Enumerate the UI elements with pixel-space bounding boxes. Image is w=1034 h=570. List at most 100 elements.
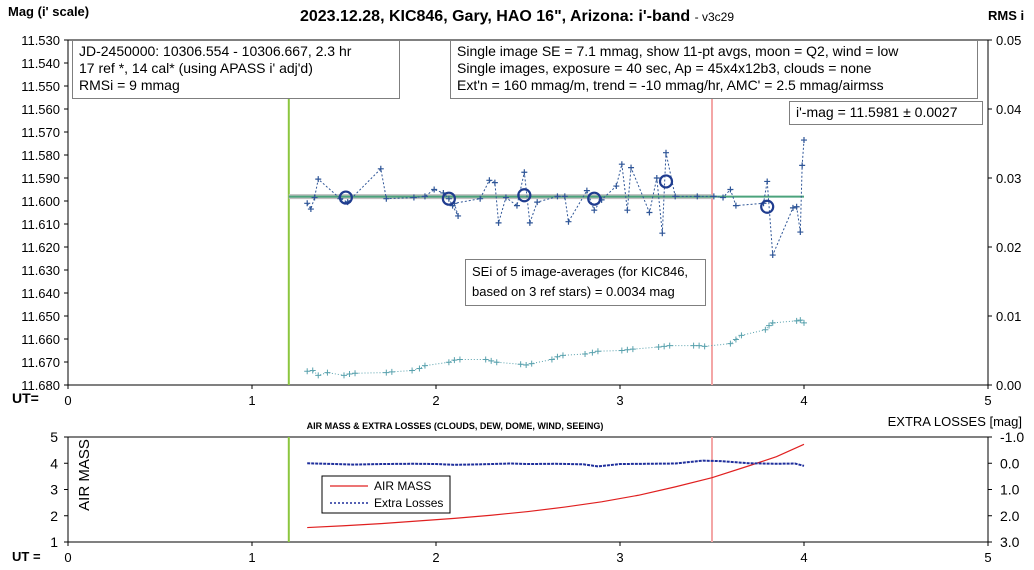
rms-point — [315, 372, 322, 379]
average-point — [760, 199, 775, 214]
photometry-point — [801, 137, 807, 144]
upper-y-tick-label: 11.640 — [21, 286, 60, 301]
upper-y-tick-label: 11.680 — [21, 378, 60, 393]
lower-y-tick-label: 2 — [50, 508, 58, 524]
photometry-point — [663, 149, 669, 156]
photometry-point — [304, 200, 311, 207]
lower-y2-tick-label: 2.0 — [1000, 508, 1020, 524]
lower-y-tick-label: 3 — [50, 482, 58, 498]
rms-point — [421, 362, 428, 369]
rms-point — [304, 368, 311, 375]
observation-info-box: Single image SE = 7.1 mmag, show 11-pt a… — [450, 40, 978, 99]
chart-title: 2023.12.28, KIC846, Gary, HAO 16", Arizo… — [0, 8, 1034, 26]
rms-point — [618, 347, 625, 354]
photometry-point — [789, 204, 796, 211]
chart-title-version: - v3c29 — [694, 10, 734, 24]
rms-point — [324, 369, 331, 376]
lower-y2-tick-label: 3.0 — [1000, 534, 1020, 550]
upper-y-tick-label: 11.620 — [21, 240, 60, 255]
extra-losses-line — [307, 459, 805, 468]
upper-y-tick-label: 11.570 — [21, 125, 60, 140]
rms-point — [582, 350, 589, 357]
photometry-point — [477, 195, 484, 202]
observation-info-line: Single images, exposure = 40 sec, Ap = 4… — [457, 60, 872, 76]
rms-point — [738, 332, 745, 339]
photometry-point — [710, 193, 717, 200]
mean-magnitude-text: i'-mag = 11.5981 ± 0.0027 — [796, 104, 958, 120]
photometry-point — [628, 164, 635, 171]
upper-y2-tick-label: 0.03 — [996, 171, 1021, 186]
rms-point — [346, 370, 353, 377]
rms-point — [352, 370, 359, 377]
upper-y-tick-label: 11.600 — [21, 194, 60, 209]
photometry-point — [410, 194, 417, 201]
run-info-line: JD-2450000: 10306.554 - 10306.667, 2.3 h… — [79, 43, 352, 59]
photometry-point — [431, 186, 438, 193]
photometry-point — [732, 202, 739, 209]
average-point — [658, 174, 674, 189]
upper-y2-tick-label: 0.05 — [996, 33, 1021, 48]
upper-x-axis-label: UT= — [12, 390, 39, 406]
photometry-point — [653, 175, 660, 181]
average-point — [338, 190, 353, 205]
rms-point — [762, 326, 769, 333]
upper-x-tick-label: 0 — [64, 393, 71, 408]
sei-info-line: SEi of 5 image-averages (for KIC846, — [472, 264, 689, 279]
photometry-point — [565, 218, 572, 225]
photometry-point — [793, 203, 800, 210]
photometry-point — [521, 169, 528, 176]
lower-y2-axis-label: EXTRA LOSSES [mag] — [888, 414, 1022, 429]
photometry-point — [311, 194, 318, 201]
rms-point — [727, 340, 734, 347]
rms-point — [548, 356, 555, 363]
average-point — [587, 191, 602, 206]
run-info-line: 17 ref *, 14 cal* (using APASS i' adj'd) — [79, 60, 313, 76]
photometry-point — [495, 219, 502, 226]
upper-plot-area: 11.530 11.540 11.550 11.560 11.570 11.580 11.5… — [21, 33, 1021, 408]
upper-x-tick-label: 2 — [432, 393, 439, 408]
lower-y-tick-label: 4 — [50, 455, 58, 471]
air-mass-line — [307, 443, 805, 529]
rms-point — [341, 372, 347, 379]
upper-y-tick-label: 11.550 — [21, 79, 60, 94]
rms-point — [409, 367, 416, 374]
sei-info-box: SEi of 5 image-averages (for KIC846, bas… — [465, 259, 706, 306]
average-point — [517, 188, 532, 203]
photometry-point — [561, 193, 568, 200]
photometry-point — [727, 186, 734, 193]
upper-y-tick-label: 11.660 — [21, 332, 60, 347]
lower-y-tick-label: 1 — [50, 534, 58, 550]
upper-y-tick-label: 11.670 — [21, 355, 60, 370]
photometry-point — [672, 193, 679, 200]
rms-point — [528, 360, 535, 367]
rms-point — [801, 319, 807, 326]
rms-point — [624, 346, 631, 353]
rms-point — [589, 349, 596, 356]
lower-x-tick-label: 3 — [616, 550, 623, 565]
photometry-point — [694, 193, 701, 200]
photometry-point — [583, 187, 590, 194]
rms-point — [655, 344, 662, 351]
run-info-line: RMSi = 9 mmag — [79, 77, 180, 93]
legend-label-extra-losses: Extra Losses — [374, 496, 443, 510]
photometry-point — [502, 194, 509, 201]
photometry-point — [526, 219, 533, 226]
lower-x-tick-label: 4 — [800, 550, 807, 565]
photometry-point — [764, 178, 771, 185]
rms-point — [701, 343, 708, 350]
legend-label-air-mass: AIR MASS — [374, 479, 431, 493]
photometry-point — [554, 193, 561, 200]
photometry-point — [491, 179, 498, 186]
observation-info-line: Ext'n = 160 mmag/m, trend = -10 mmag/hr,… — [457, 77, 884, 93]
photometry-point — [613, 183, 620, 190]
upper-y-tick-label: 11.590 — [21, 171, 60, 186]
photometry-point — [421, 193, 428, 200]
rms-point — [383, 369, 390, 376]
photometry-point — [307, 206, 314, 213]
upper-y2-axis-label: RMS i — [988, 8, 1024, 23]
rms-point — [594, 348, 601, 355]
upper-y-axis-label: Mag (i' scale) — [8, 4, 89, 19]
observation-info-line: Single image SE = 7.1 mmag, show 11-pt a… — [457, 43, 899, 59]
rms-point — [482, 356, 489, 363]
